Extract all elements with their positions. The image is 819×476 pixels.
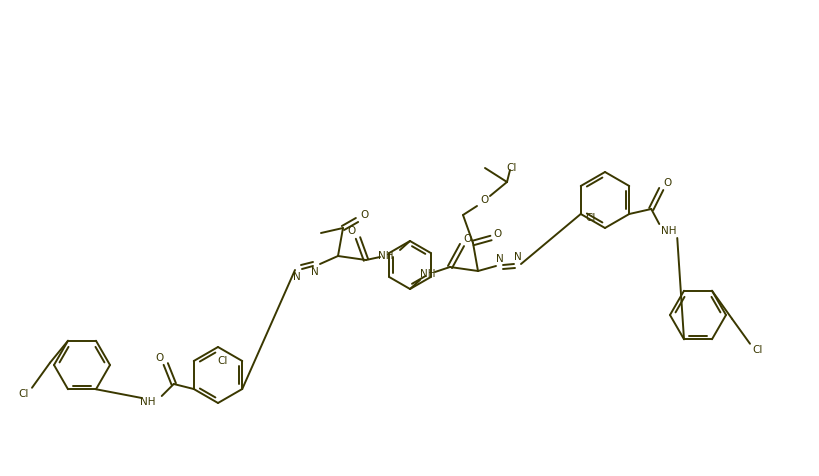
Text: NH: NH — [378, 251, 393, 261]
Text: N: N — [310, 267, 319, 277]
Text: O: O — [480, 195, 488, 205]
Text: O: O — [156, 353, 164, 363]
Text: N: N — [495, 254, 503, 264]
Text: Cl: Cl — [506, 163, 517, 173]
Text: O: O — [493, 229, 501, 239]
Text: N: N — [514, 252, 521, 262]
Text: NH: NH — [420, 269, 435, 279]
Text: O: O — [360, 210, 369, 220]
Text: O: O — [663, 178, 671, 188]
Text: N: N — [292, 272, 301, 282]
Text: Cl: Cl — [19, 389, 29, 399]
Text: Cl: Cl — [752, 345, 762, 355]
Text: O: O — [347, 226, 355, 236]
Text: Cl: Cl — [585, 213, 595, 223]
Text: NH: NH — [661, 226, 676, 236]
Text: NH: NH — [140, 397, 156, 407]
Text: O: O — [464, 234, 472, 244]
Text: Cl: Cl — [218, 356, 228, 366]
